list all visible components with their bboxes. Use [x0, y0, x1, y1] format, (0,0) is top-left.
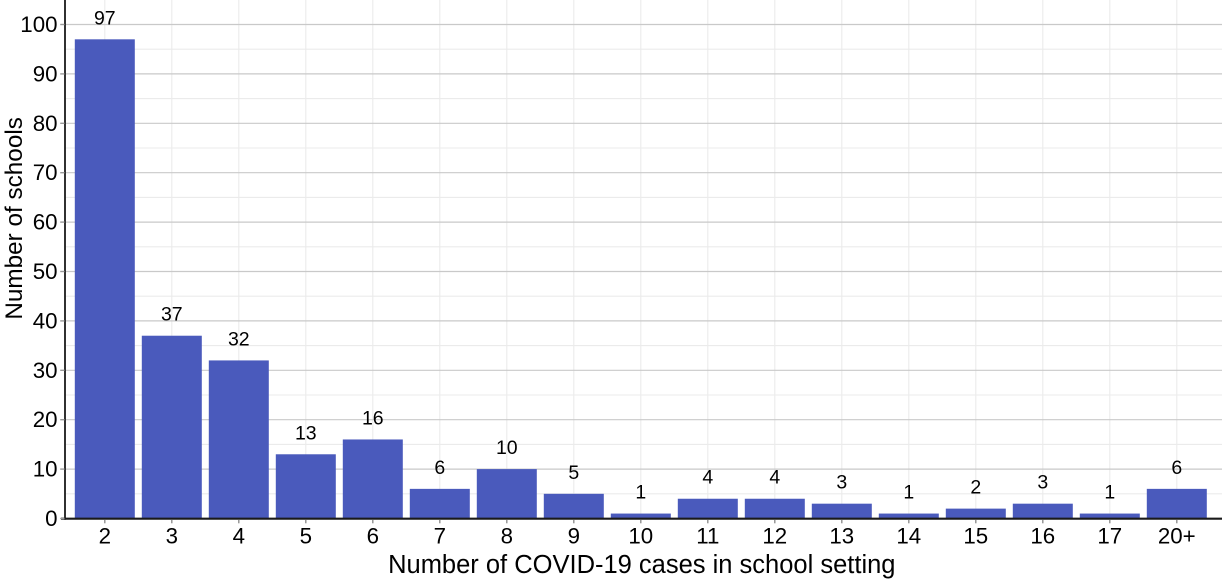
svg-text:4: 4 [769, 467, 780, 489]
svg-text:0: 0 [45, 506, 57, 531]
svg-text:11: 11 [696, 524, 719, 549]
svg-text:50: 50 [33, 259, 58, 284]
svg-text:97: 97 [94, 7, 116, 29]
svg-text:13: 13 [829, 524, 854, 549]
svg-text:1: 1 [1104, 482, 1115, 504]
svg-text:9: 9 [568, 524, 580, 549]
svg-text:2: 2 [99, 524, 111, 549]
svg-text:17: 17 [1097, 524, 1122, 549]
svg-text:100: 100 [20, 12, 57, 37]
svg-text:12: 12 [762, 524, 787, 549]
svg-text:10: 10 [628, 524, 653, 549]
svg-text:16: 16 [362, 408, 384, 430]
svg-text:6: 6 [434, 457, 445, 479]
svg-text:5: 5 [568, 462, 579, 484]
svg-text:80: 80 [33, 111, 58, 136]
svg-text:32: 32 [228, 328, 250, 350]
svg-text:37: 37 [161, 304, 183, 326]
svg-text:30: 30 [33, 358, 58, 383]
svg-text:90: 90 [33, 61, 58, 86]
svg-text:70: 70 [33, 160, 58, 185]
svg-text:4: 4 [702, 467, 713, 489]
svg-text:Number of schools: Number of schools [1, 117, 28, 320]
svg-text:3: 3 [1037, 472, 1048, 494]
svg-text:2: 2 [970, 477, 981, 499]
svg-text:13: 13 [295, 422, 317, 444]
svg-text:3: 3 [836, 472, 847, 494]
svg-text:6: 6 [1171, 457, 1182, 479]
svg-text:1: 1 [635, 482, 646, 504]
svg-text:Number of COVID-19 cases in sc: Number of COVID-19 cases in school setti… [388, 551, 895, 579]
svg-text:5: 5 [300, 524, 312, 549]
svg-text:20: 20 [33, 407, 58, 432]
svg-text:7: 7 [434, 524, 446, 549]
svg-text:10: 10 [496, 437, 518, 459]
svg-text:15: 15 [963, 524, 988, 549]
svg-text:20+: 20+ [1158, 524, 1196, 549]
svg-text:1: 1 [903, 482, 914, 504]
svg-text:4: 4 [233, 524, 245, 549]
svg-text:10: 10 [33, 457, 58, 482]
svg-text:6: 6 [367, 524, 379, 549]
svg-text:8: 8 [501, 524, 513, 549]
svg-text:3: 3 [166, 524, 178, 549]
svg-text:60: 60 [33, 210, 58, 235]
svg-text:14: 14 [896, 524, 921, 549]
svg-text:16: 16 [1030, 524, 1055, 549]
svg-text:40: 40 [33, 308, 58, 333]
